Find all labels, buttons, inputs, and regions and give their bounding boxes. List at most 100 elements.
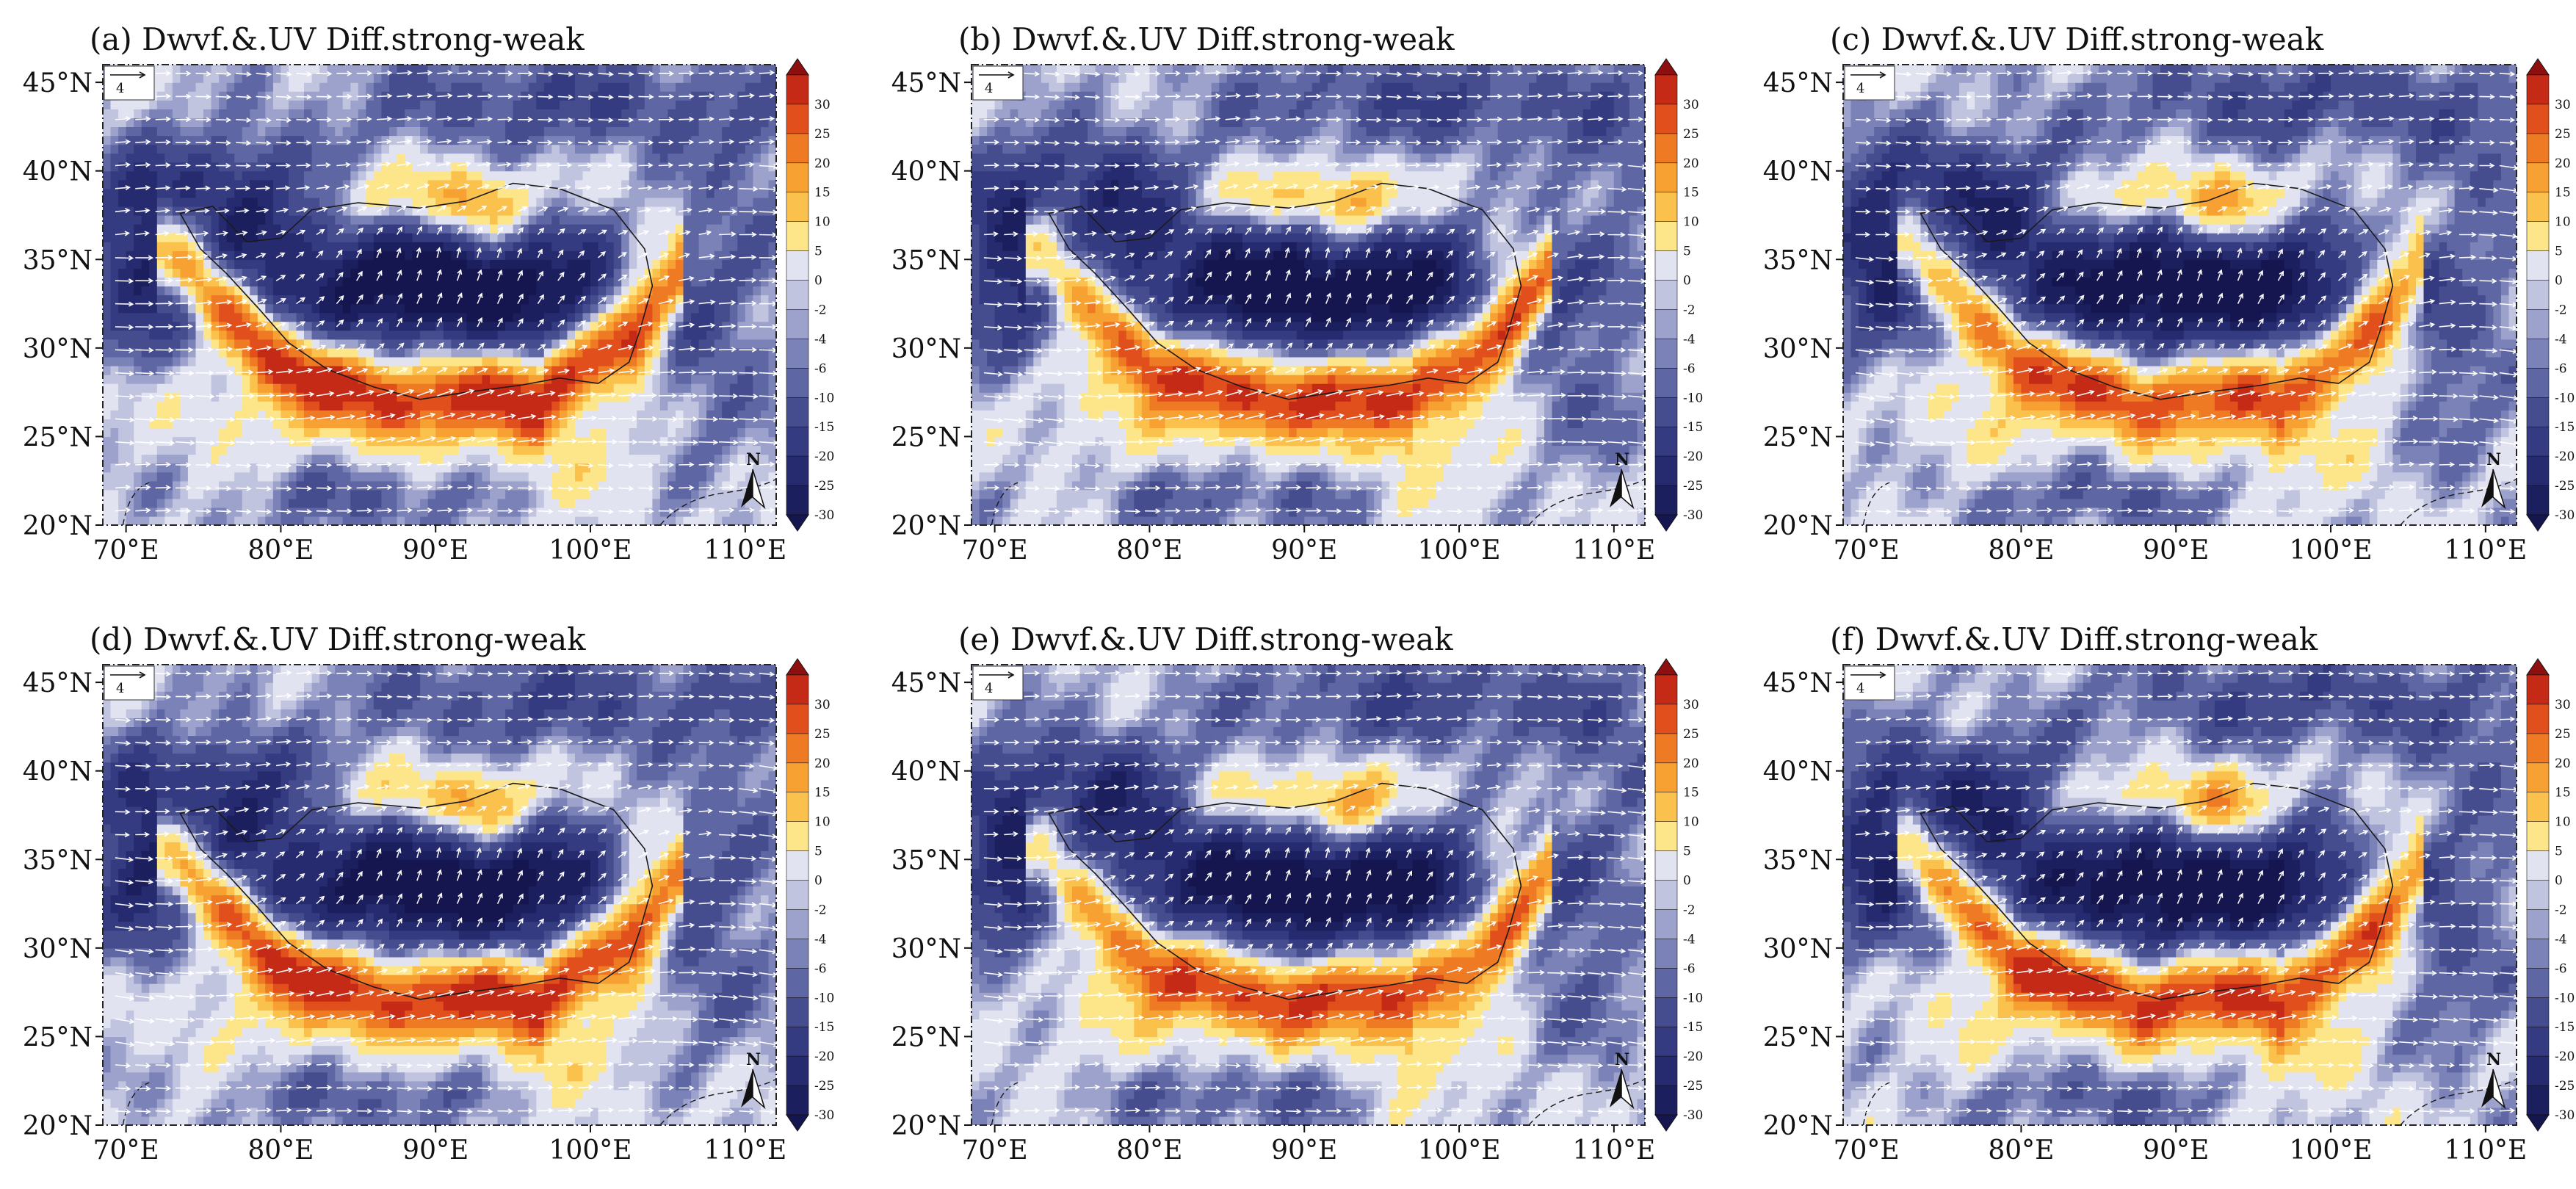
wind-vectors [115, 670, 776, 1115]
reference-vector-box [104, 65, 155, 101]
colorbar-bin [786, 367, 809, 398]
north-arrow-left-half [1610, 469, 1621, 507]
reference-vector-label: 4 [1856, 81, 1864, 96]
colorbar-label: 30 [2555, 698, 2571, 712]
colorbar-label: 15 [2555, 186, 2571, 200]
colorbar-bottom-extension [1654, 1114, 1678, 1132]
y-tick-label: 25°N [23, 422, 93, 452]
colorbar-bin [1654, 674, 1678, 705]
colorbar-top-extension [1654, 658, 1678, 676]
colorbar-bin [786, 792, 809, 823]
colorbar-bin [786, 968, 809, 998]
y-tick-label: 30°N [23, 334, 93, 364]
colorbar-label: -6 [1683, 361, 1696, 376]
colorbar-bin [1654, 968, 1678, 998]
x-tick-label: 90°E [2143, 535, 2209, 565]
x-tick-label: 110°E [2444, 535, 2527, 565]
coastline-west [1862, 482, 1890, 526]
colorbar-bin [786, 104, 809, 134]
panel-title: (d) Dwvf.&.UV Diff.strong-weak [90, 621, 586, 657]
colorbar-bottom-extension [786, 1114, 809, 1132]
coastline-east [2400, 1078, 2517, 1126]
y-tick-label: 20°N [1763, 511, 1833, 541]
colorbar-bin [786, 850, 809, 881]
colorbar-label: 25 [1683, 727, 1699, 742]
colorbar-bin [2526, 192, 2550, 223]
colorbar-label: 15 [814, 786, 831, 801]
y-tick-label: 35°N [891, 245, 961, 275]
coastline-west [1862, 1082, 1890, 1126]
colorbar-top-extension [2526, 58, 2550, 76]
x-tick-label: 80°E [247, 1135, 314, 1165]
x-tick-label: 100°E [2290, 535, 2373, 565]
coastline-west [122, 482, 150, 526]
colorbar-bin [786, 939, 809, 969]
y-tick-label: 20°N [23, 511, 93, 541]
colorbar-label: -2 [2555, 903, 2567, 918]
colorbar-bin [786, 397, 809, 427]
colorbar-bin [786, 485, 809, 516]
colorbar-bin [786, 1085, 809, 1116]
colorbar-label: 15 [2555, 786, 2571, 801]
y-tick-label: 30°N [23, 934, 93, 964]
colorbar-label: 5 [1683, 845, 1691, 859]
coastline-west [991, 1082, 1019, 1126]
y-tick-label: 20°N [23, 1111, 93, 1141]
north-arrow-right-half [752, 469, 766, 510]
colorbar-bin [2526, 250, 2550, 281]
y-tick-label: 40°N [23, 157, 93, 187]
colorbar-bin [2526, 339, 2550, 369]
reference-vector-label: 4 [985, 81, 993, 96]
colorbar-bin [1654, 1026, 1678, 1057]
colorbar-label: -30 [2555, 508, 2575, 523]
colorbar-label: -4 [814, 932, 827, 947]
north-arrow-right-half [2492, 469, 2506, 510]
x-tick-label: 110°E [2444, 1135, 2527, 1165]
colorbar-bin [1654, 455, 1678, 486]
colorbar-bin [1654, 339, 1678, 369]
y-tick-label: 40°N [1763, 757, 1833, 787]
colorbar-label: -25 [814, 1079, 834, 1094]
panel-c: (c) Dwvf.&.UV Diff.strong-weak 4 N 70°E 80°E… [1763, 21, 2575, 565]
colorbar-bin [2526, 968, 2550, 998]
colorbar-bin [2526, 674, 2550, 705]
colorbar-label: -6 [2555, 361, 2567, 376]
colorbar-label: 15 [814, 186, 831, 200]
y-tick-label: 45°N [891, 68, 961, 98]
colorbar-label: 30 [1683, 698, 1699, 712]
panel-title: (e) Dwvf.&.UV Diff.strong-weak [958, 621, 1453, 657]
colorbar-label: -20 [1683, 449, 1703, 464]
x-tick-label: 80°E [1988, 535, 2054, 565]
colorbar-bin [2526, 104, 2550, 134]
north-arrow-right-half [1621, 469, 1635, 510]
colorbar-label: 20 [2555, 756, 2571, 771]
wind-vectors [1855, 670, 2517, 1115]
contour-field [972, 665, 1645, 1125]
reference-vector-box [972, 665, 1024, 701]
colorbar-bottom-extension [2526, 1114, 2550, 1132]
y-tick-label: 35°N [891, 845, 961, 875]
colorbar-label: -20 [814, 1049, 834, 1064]
colorbar-label: 0 [1683, 274, 1691, 289]
colorbar-label: 10 [1683, 815, 1699, 830]
north-arrow-left-half [741, 1069, 753, 1107]
map-frame [1842, 64, 2517, 526]
colorbar-label: -25 [2555, 1079, 2575, 1094]
colorbar-label: -25 [1683, 479, 1703, 494]
colorbar-label: -30 [814, 508, 834, 523]
colorbar-bin [1654, 1055, 1678, 1086]
colorbar-bin [1654, 367, 1678, 398]
north-arrow-right-half [752, 1069, 766, 1110]
colorbar-label: 15 [1683, 786, 1699, 801]
x-tick-label: 70°E [93, 1135, 159, 1165]
colorbar-bin [786, 909, 809, 940]
colorbar-label: 5 [1683, 245, 1691, 259]
north-arrow: N [1610, 450, 1635, 510]
colorbar-bin [1654, 850, 1678, 881]
colorbar-label: -4 [2555, 332, 2567, 347]
colorbar-label: -6 [814, 361, 827, 376]
coastline-east [1528, 1078, 1646, 1126]
colorbar-bin [786, 704, 809, 734]
colorbar-bin [2526, 485, 2550, 516]
map-frame [102, 664, 777, 1126]
